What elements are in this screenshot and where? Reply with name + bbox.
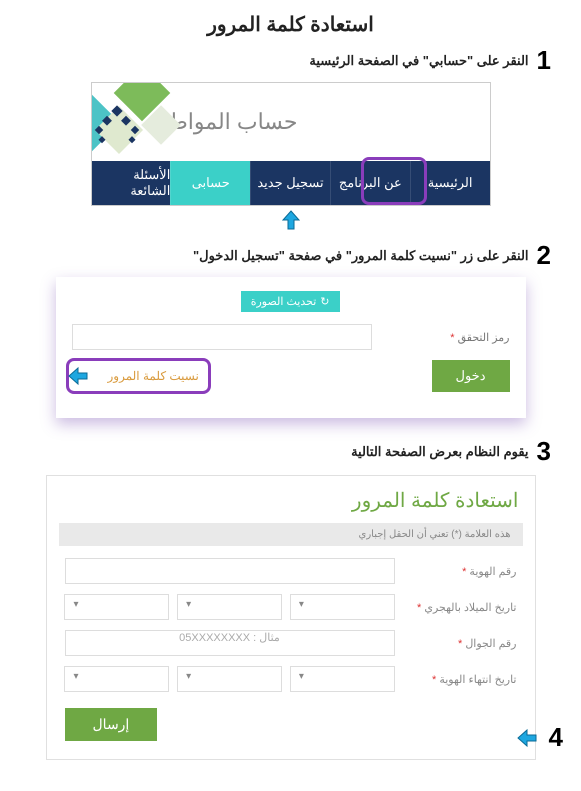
send-button[interactable]: إرسال [65, 708, 158, 741]
captcha-row: رمز التحقق * [72, 324, 510, 350]
step2-label: 2 النقر على زر "نسيت كلمة المرور" في صفح… [0, 240, 551, 271]
login-button[interactable]: دخول [432, 360, 510, 392]
refresh-captcha-button[interactable]: ↻ تحديث الصورة [241, 291, 340, 312]
dob-label: تاريخ الميلاد بالهجري * [407, 601, 517, 614]
required-hint: هذه العلامة (*) تعني أن الحقل إجباري [59, 523, 523, 546]
expiry-month-select[interactable] [177, 666, 282, 692]
expiry-year-select[interactable] [64, 666, 169, 692]
page-title: استعادة كلمة المرور [0, 12, 581, 37]
captcha-input[interactable] [72, 324, 372, 350]
arrow-left-icon [515, 726, 539, 750]
nav-faq[interactable]: الأسئلة الشائعة [92, 161, 171, 205]
captcha-label: رمز التحقق * [450, 331, 509, 344]
id-label: رقم الهوية * [407, 565, 517, 578]
step3-label: 3 يقوم النظام بعرض الصفحة التالية [0, 436, 551, 467]
expiry-row: تاريخ انتهاء الهوية * [65, 666, 517, 692]
id-input[interactable] [65, 558, 395, 584]
step1-label: 1 النقر على "حسابي" في الصفحة الرئيسية [0, 45, 551, 76]
nav-my-account[interactable]: حسابى [170, 161, 250, 205]
nav-home[interactable]: الرئيسية [410, 161, 490, 205]
id-row: رقم الهوية * [65, 558, 517, 584]
step1-text: النقر على "حسابي" في الصفحة الرئيسية [309, 53, 528, 69]
mobile-input[interactable]: مثال : 05XXXXXXXX [65, 630, 395, 656]
homepage-preview: حساب المواطن [91, 82, 491, 206]
mobile-label: رقم الجوال * [407, 637, 517, 650]
nav-about[interactable]: عن البرنامج [330, 161, 410, 205]
nav-register[interactable]: تسجيل جديد [250, 161, 330, 205]
expiry-label: تاريخ انتهاء الهوية * [407, 673, 517, 686]
step2-number: 2 [537, 240, 551, 271]
refresh-label: تحديث الصورة [251, 295, 317, 308]
expiry-day-select[interactable] [290, 666, 395, 692]
step3-text: يقوم النظام بعرض الصفحة التالية [351, 444, 528, 460]
step3-number: 3 [537, 436, 551, 467]
dob-year-select[interactable] [64, 594, 169, 620]
dob-day-select[interactable] [290, 594, 395, 620]
step1-number: 1 [537, 45, 551, 76]
recover-form-panel: استعادة كلمة المرور هذه العلامة (*) تعني… [46, 475, 536, 760]
site-header: حساب المواطن [92, 83, 490, 161]
dob-month-select[interactable] [177, 594, 282, 620]
login-panel: ↻ تحديث الصورة رمز التحقق * دخول نسيت كل… [56, 277, 526, 418]
dob-row: تاريخ الميلاد بالهجري * [65, 594, 517, 620]
forgot-password-link[interactable]: نسيت كلمة المرور [102, 365, 205, 387]
refresh-icon: ↻ [320, 295, 329, 308]
brand-logo-icon [92, 97, 146, 147]
step4-number: 4 [549, 722, 563, 753]
arrow-left-icon [66, 364, 90, 388]
main-nav: الرئيسية عن البرنامج تسجيل جديد حسابى ال… [92, 161, 490, 205]
step2-text: النقر على زر "نسيت كلمة المرور" في صفحة … [193, 248, 529, 264]
mobile-row: رقم الجوال * مثال : 05XXXXXXXX [65, 630, 517, 656]
recover-form-title: استعادة كلمة المرور [63, 488, 519, 513]
arrow-up-icon [279, 208, 303, 232]
